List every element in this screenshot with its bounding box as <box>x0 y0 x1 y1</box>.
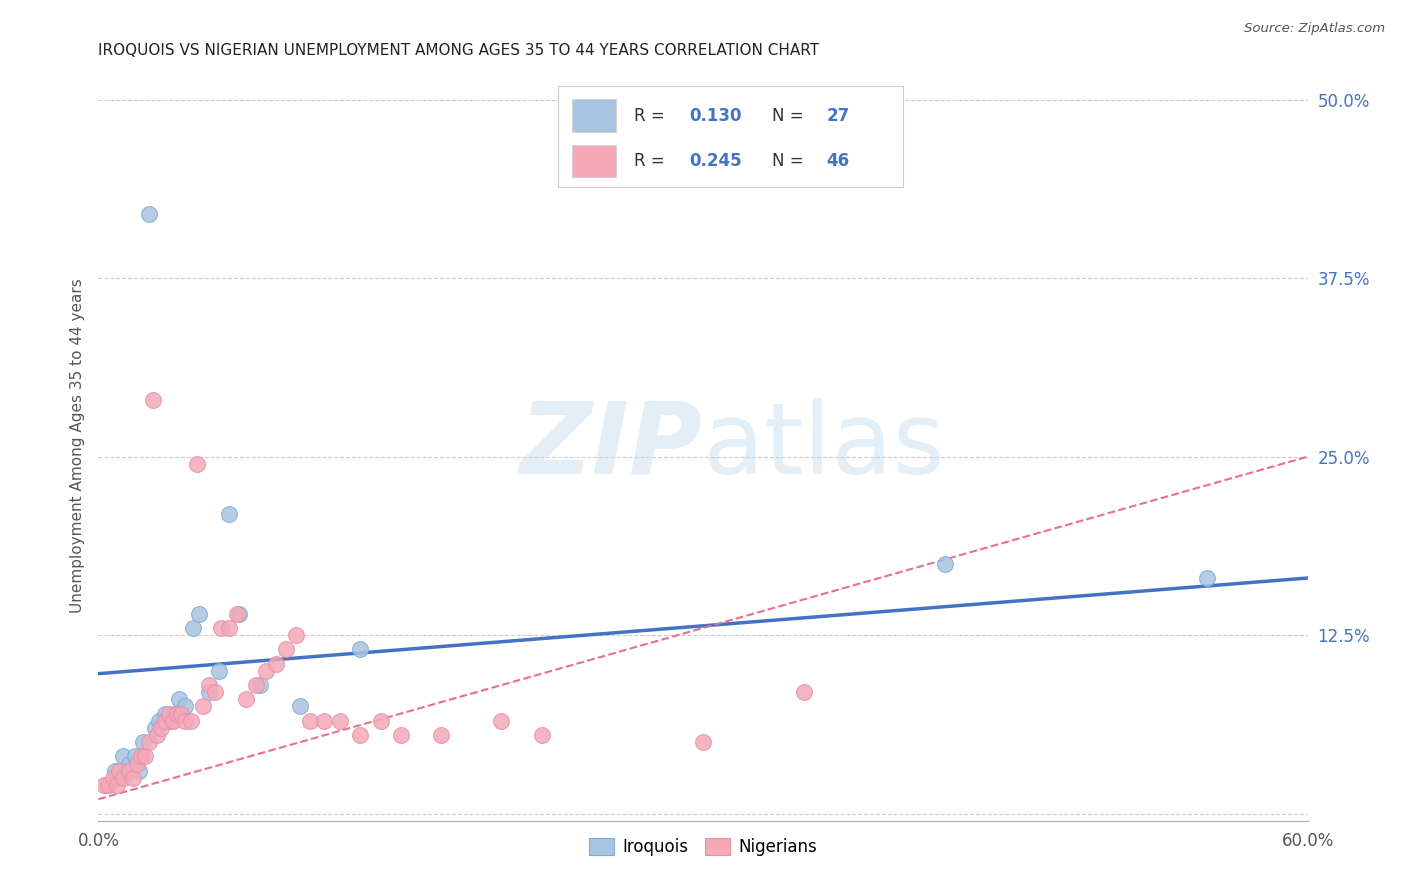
Point <box>143 721 166 735</box>
Point <box>166 706 188 721</box>
Point <box>208 664 231 678</box>
Point <box>491 714 513 728</box>
Point <box>530 728 553 742</box>
Point <box>132 735 155 749</box>
Point <box>153 706 176 721</box>
Point <box>148 714 170 728</box>
Point <box>329 714 352 728</box>
Point <box>1195 571 1218 585</box>
Point <box>124 749 146 764</box>
Point <box>101 771 124 785</box>
Point <box>299 714 322 728</box>
Point <box>226 607 249 621</box>
Y-axis label: Unemployment Among Ages 35 to 44 years: Unemployment Among Ages 35 to 44 years <box>69 278 84 614</box>
Point <box>97 778 120 792</box>
Point <box>125 756 148 771</box>
Point <box>370 714 392 728</box>
Point <box>274 642 297 657</box>
Point <box>118 756 141 771</box>
Point <box>149 721 172 735</box>
Point <box>93 778 115 792</box>
Text: ZIP: ZIP <box>520 398 703 494</box>
Point <box>193 699 215 714</box>
Point <box>264 657 287 671</box>
Point <box>180 714 202 728</box>
Point <box>430 728 453 742</box>
Point <box>107 771 129 785</box>
Point <box>129 749 152 764</box>
Point <box>288 699 311 714</box>
Point <box>107 764 129 778</box>
Point <box>163 706 186 721</box>
Point <box>249 678 271 692</box>
Point <box>111 749 134 764</box>
Point <box>349 728 371 742</box>
Point <box>793 685 815 699</box>
Point <box>174 714 197 728</box>
Point <box>170 706 193 721</box>
Point <box>209 621 232 635</box>
Point <box>934 557 956 571</box>
Point <box>97 778 120 792</box>
Point <box>204 685 226 699</box>
Point <box>167 692 190 706</box>
Point <box>160 714 183 728</box>
Point <box>284 628 307 642</box>
Point <box>198 685 221 699</box>
Point <box>162 714 184 728</box>
Text: atlas: atlas <box>703 398 945 494</box>
Point <box>186 457 208 471</box>
Legend: Iroquois, Nigerians: Iroquois, Nigerians <box>581 830 825 864</box>
Point <box>235 692 257 706</box>
Point <box>174 699 197 714</box>
Point <box>228 607 250 621</box>
Point <box>245 678 267 692</box>
Point <box>138 207 160 221</box>
Point <box>111 771 134 785</box>
Point <box>142 392 165 407</box>
Point <box>157 706 180 721</box>
Point <box>218 621 240 635</box>
Point <box>254 664 277 678</box>
Point <box>146 728 169 742</box>
Point <box>349 642 371 657</box>
Text: IROQUOIS VS NIGERIAN UNEMPLOYMENT AMONG AGES 35 TO 44 YEARS CORRELATION CHART: IROQUOIS VS NIGERIAN UNEMPLOYMENT AMONG … <box>98 43 820 58</box>
Point <box>188 607 211 621</box>
Point <box>121 771 143 785</box>
Point <box>389 728 412 742</box>
Text: Source: ZipAtlas.com: Source: ZipAtlas.com <box>1244 22 1385 36</box>
Point <box>118 764 141 778</box>
Point <box>153 714 176 728</box>
Point <box>134 749 156 764</box>
Point <box>218 507 240 521</box>
Point <box>692 735 714 749</box>
Point <box>181 621 204 635</box>
Point <box>198 678 221 692</box>
Point <box>314 714 336 728</box>
Point <box>138 735 160 749</box>
Point <box>103 764 125 778</box>
Point <box>105 778 128 792</box>
Point <box>128 764 150 778</box>
